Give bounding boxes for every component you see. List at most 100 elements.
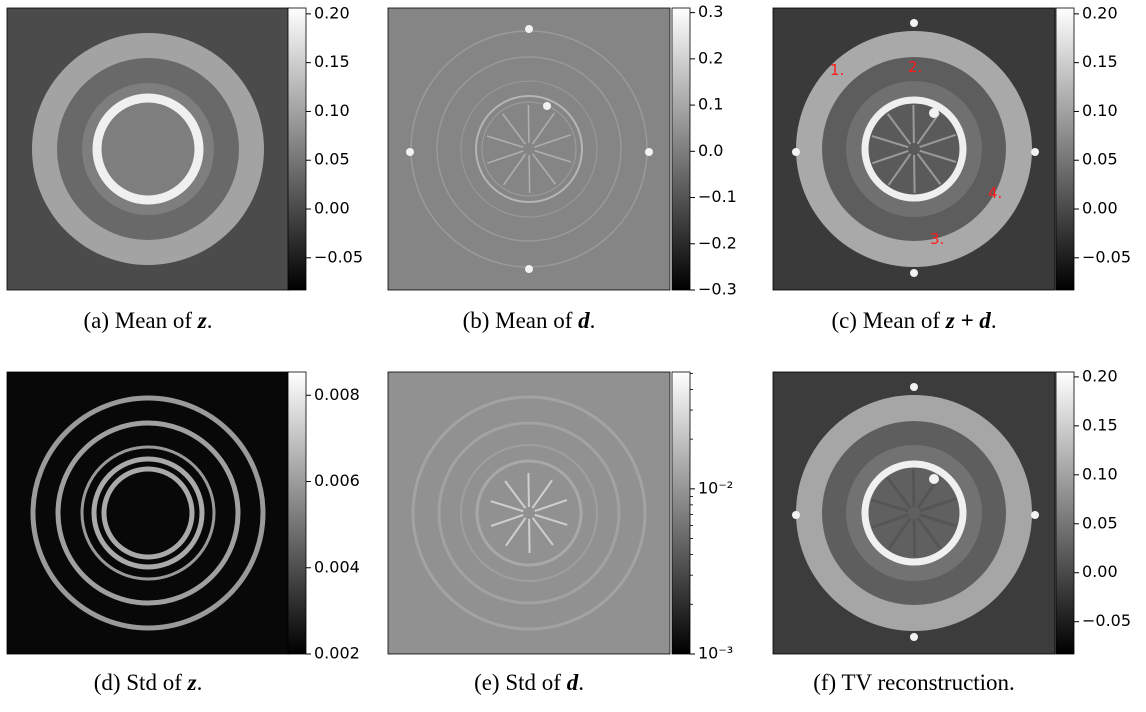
colorbar-tick-label: 0.20 (314, 3, 350, 22)
ring (475, 95, 583, 203)
spoke (919, 149, 957, 163)
marker (645, 148, 653, 156)
caption-part: (e) Std of (474, 670, 567, 695)
spoke (534, 134, 571, 148)
spoke (872, 149, 909, 165)
caption-part: z + d (945, 308, 992, 333)
spoke (528, 154, 531, 194)
ring (475, 459, 583, 567)
image-frame (387, 7, 671, 291)
colorbar-tick-label: −0.05 (314, 247, 363, 266)
spoke (527, 104, 530, 144)
ring (55, 420, 241, 606)
colorbar-tick-label: 0.10 (314, 101, 350, 120)
marker (792, 148, 800, 156)
caption-part: (f) TV reconstruction. (813, 670, 1015, 695)
spoke (531, 153, 556, 185)
colorbar (1055, 371, 1075, 655)
caption-part: . (197, 670, 203, 695)
colorbar-tick-label: 0.002 (314, 644, 360, 663)
spoke (916, 112, 941, 145)
colorbar (1055, 7, 1075, 291)
colorbar (287, 7, 307, 291)
spoke (503, 153, 527, 186)
disk (866, 465, 962, 561)
caption-part: (b) Mean of (463, 308, 579, 333)
panel: 0.20 0.15 0.10 0.05 0.00 −0.05 (f) TV reconstr… (772, 366, 1131, 695)
ring (92, 93, 204, 205)
caption: (d) Std of z. (94, 670, 203, 695)
ring (411, 395, 647, 631)
caption-part: . (578, 670, 584, 695)
spoke (887, 517, 912, 550)
colorbar-tick-label: 0.2 (698, 48, 723, 67)
annotation: 2. (908, 58, 922, 76)
ring (437, 421, 621, 605)
colorbar-tick-label: −0.05 (1082, 611, 1131, 630)
spoke (490, 513, 524, 527)
spoke (886, 476, 912, 510)
marker (1031, 511, 1039, 519)
colorbar-tick-label: 0.05 (1082, 513, 1118, 532)
image-bg (388, 8, 670, 290)
colorbar-tick-label: −0.1 (698, 187, 737, 206)
panel: 0.3 0.2 0.1 0.0 −0.1 −0.2 −0.3 (b) Mean of d. (387, 2, 737, 333)
ring (80, 445, 216, 581)
colorbar-tick-label: 0.15 (314, 52, 350, 71)
caption-part: . (991, 308, 997, 333)
spoke (531, 479, 553, 509)
colorbar-tick-label: 0.20 (1082, 366, 1118, 385)
colorbar-tick-label: 0.3 (698, 2, 723, 21)
panel: 0.008 0.006 0.004 0.002 (d) Std of z. (6, 371, 360, 695)
colorbar-tick-label: 0.10 (1082, 464, 1118, 483)
spoke (487, 150, 524, 164)
ring (861, 96, 967, 202)
marker (406, 148, 414, 156)
spoke (887, 153, 912, 186)
image-frame (772, 371, 1056, 655)
panel: 1. 2. 3. 4. 0.20 0.15 0.10 0.05 0.00 −0.05 (c) Mea… (772, 3, 1131, 333)
spoke (871, 498, 909, 513)
image-bg (7, 372, 289, 654)
colorbar-tick-label: −0.3 (698, 280, 737, 299)
spoke (916, 153, 942, 185)
marker (929, 108, 939, 118)
ring (481, 101, 577, 197)
caption: (b) Mean of d. (463, 308, 596, 333)
ring (91, 456, 205, 570)
spoke (919, 513, 957, 528)
marker (910, 269, 918, 277)
colorbar-tick-label: 0.20 (1082, 3, 1118, 22)
spoke (871, 135, 909, 149)
spoke (871, 513, 909, 529)
marker (929, 474, 939, 484)
colorbar-tick-label: 0.006 (314, 471, 360, 490)
caption: (a) Mean of z. (83, 308, 212, 333)
spoke (504, 480, 527, 509)
disk (866, 101, 962, 197)
caption-part: . (590, 308, 596, 333)
marker (543, 102, 551, 110)
marker (792, 511, 800, 519)
spoke (912, 518, 917, 558)
spoke (916, 516, 942, 550)
spoke (534, 499, 568, 513)
spoke (911, 468, 916, 508)
caption: (f) TV reconstruction. (813, 670, 1015, 695)
ring (30, 395, 266, 631)
ring (436, 56, 622, 242)
ring (101, 466, 195, 560)
spoke (913, 154, 916, 194)
colorbar (671, 371, 691, 655)
caption-part: z (197, 308, 207, 333)
colorbar (671, 7, 691, 291)
colorbar-tick-label: 0.05 (314, 150, 350, 169)
ring (861, 460, 967, 566)
ring (460, 80, 598, 218)
colorbar-tick-label: 0.00 (1082, 562, 1118, 581)
spoke (486, 135, 524, 148)
marker (910, 633, 918, 641)
spoke (505, 517, 527, 547)
marker (525, 25, 533, 33)
